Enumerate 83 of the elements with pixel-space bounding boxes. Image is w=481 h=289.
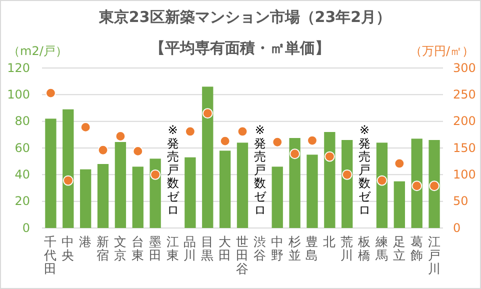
y2-tick-label: 200: [453, 114, 476, 128]
point: [429, 180, 440, 192]
x-tick-label: 北: [323, 234, 336, 249]
point: [394, 158, 405, 169]
y2-tick-label: 150: [453, 140, 476, 155]
x-tick-label: 世田谷: [236, 234, 249, 276]
y2-tick-label: 250: [453, 88, 476, 102]
bar: [289, 138, 300, 228]
annotation: ※発売戸数ゼロ: [254, 123, 267, 217]
x-tick-label: 渋谷: [253, 234, 266, 262]
point: [307, 135, 318, 146]
bar: [97, 164, 109, 228]
bar: [428, 140, 440, 228]
point: [98, 144, 108, 156]
x-tick-label: 足立: [392, 234, 406, 262]
x-tick-label: 中野: [270, 234, 284, 262]
x-tick-label: 品川: [184, 234, 197, 262]
bar: [45, 118, 56, 228]
x-tick-label: 港: [79, 234, 92, 249]
x-tick-label: 葛飾: [410, 234, 424, 262]
y2-tick-label: 100: [453, 168, 476, 182]
point: [272, 136, 283, 148]
x-tick-label: 豊島: [306, 234, 319, 262]
bar: [394, 181, 405, 228]
x-tick-label: 新宿: [96, 234, 110, 262]
x-tick-label: 墨田: [148, 234, 162, 262]
bar: [62, 109, 74, 228]
y-tick-label: 100: [7, 88, 30, 102]
y-tick-label: 40: [14, 168, 30, 182]
y-tick-label: 60: [14, 140, 30, 155]
point: [62, 175, 74, 186]
point: [115, 131, 126, 142]
x-tick-label: 杉並: [287, 234, 302, 262]
point: [132, 146, 144, 156]
annotation: ※発売戸数ゼロ: [358, 123, 372, 217]
point: [237, 126, 248, 137]
x-tick-label: 千代田: [43, 234, 58, 276]
point: [184, 126, 196, 137]
x-tick-label: 大田: [218, 234, 232, 262]
x-tick-label: 江東: [166, 234, 180, 262]
bar: [219, 150, 231, 228]
chart-title: 東京23区新築マンション市場（23年2月）: [98, 8, 392, 26]
chart-subtitle: 【平均専有面積・㎡単価】: [150, 39, 330, 57]
x-tick-label: 板橋: [357, 234, 372, 262]
point: [150, 169, 161, 180]
y-tick-label: 0: [22, 220, 30, 235]
bar: [132, 166, 144, 228]
point: [376, 175, 388, 186]
annotation: ※発売戸数ゼロ: [166, 123, 180, 217]
point: [324, 151, 335, 162]
y-tick-label: 120: [7, 60, 30, 75]
bar: [202, 86, 214, 228]
x-tick-label: 江戸川: [428, 234, 441, 276]
y-axis-title: （m2/戸）: [8, 44, 68, 58]
bar: [184, 157, 196, 228]
bar: [306, 154, 318, 228]
point: [202, 108, 213, 119]
y-tick-label: 80: [14, 114, 30, 128]
x-tick-label: 文京: [114, 234, 127, 262]
y2-axis-title: （万円/㎡）: [410, 44, 474, 58]
point: [45, 88, 56, 98]
bar: [114, 142, 126, 228]
x-tick-label: 荒川: [340, 234, 354, 262]
y2-tick-label: 300: [453, 60, 476, 75]
point: [220, 136, 230, 146]
point: [290, 148, 300, 160]
x-tick-label: 練馬: [374, 234, 388, 262]
y-tick-label: 20: [14, 194, 30, 208]
bar: [272, 166, 283, 228]
bar: [236, 142, 248, 228]
x-tick-label: 中央: [62, 234, 75, 262]
bar: [342, 140, 353, 228]
x-tick-label: 目黒: [201, 234, 214, 262]
bar: [411, 138, 422, 228]
y2-tick-label: 0: [453, 220, 461, 235]
bar: [376, 142, 388, 228]
x-tick-label: 台東: [131, 234, 144, 262]
y2-tick-label: 50: [453, 194, 468, 208]
point: [412, 180, 422, 192]
bar: [324, 132, 336, 228]
point: [80, 122, 91, 132]
point: [342, 169, 352, 180]
bar: [80, 169, 92, 228]
